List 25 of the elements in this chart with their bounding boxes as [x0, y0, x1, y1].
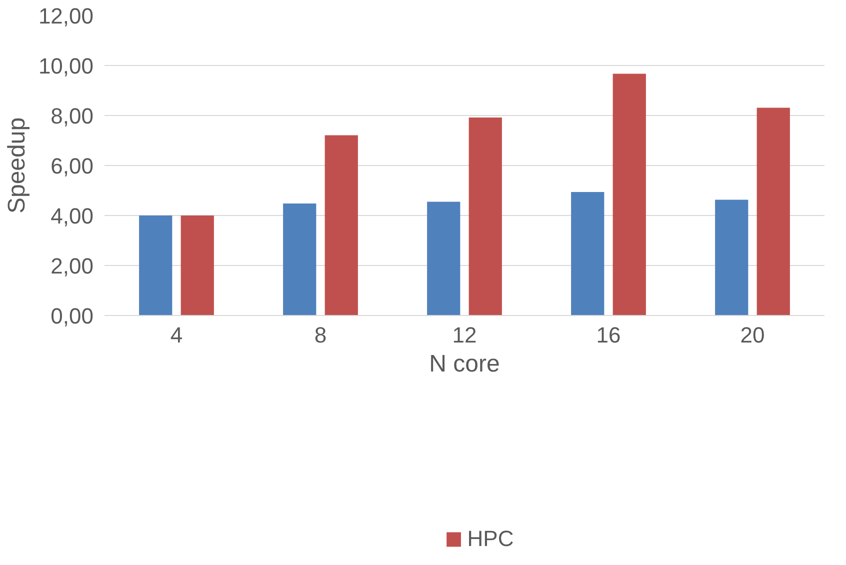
bar — [468, 118, 502, 316]
bar — [756, 108, 790, 316]
bar — [180, 216, 214, 316]
x-tick-label: 20 — [740, 322, 765, 348]
bar — [715, 200, 748, 316]
bar — [283, 204, 316, 316]
y-tick-label: 6,00 — [50, 154, 94, 178]
x-tick-label: 12 — [452, 322, 477, 348]
y-tick-label: 4,00 — [50, 204, 94, 228]
bar — [324, 135, 358, 316]
x-axis-title: N core — [429, 350, 500, 378]
x-tick-label: 8 — [314, 322, 327, 348]
y-tick-label: 2,00 — [50, 254, 94, 278]
bar — [571, 192, 604, 316]
x-tick-label: 4 — [170, 322, 183, 348]
bar — [139, 216, 172, 316]
y-tick-label: 0,00 — [50, 304, 94, 328]
legend-label: HPC — [467, 526, 514, 552]
y-tick-label: 8,00 — [50, 104, 94, 128]
y-axis-title: Speedup — [3, 117, 30, 214]
y-tick-label: 12,00 — [38, 4, 94, 28]
bar — [427, 202, 460, 316]
y-tick-label: 10,00 — [38, 54, 94, 78]
bar — [612, 74, 646, 316]
x-tick-label: 16 — [596, 322, 621, 348]
